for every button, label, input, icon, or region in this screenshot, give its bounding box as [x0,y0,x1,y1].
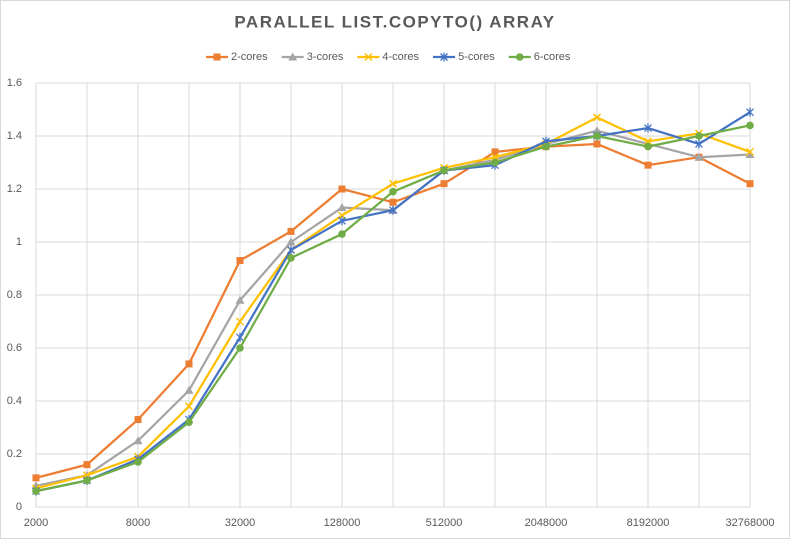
marker [440,180,448,188]
marker [83,476,91,485]
legend-label: 2-cores [231,51,268,63]
marker [593,132,601,140]
marker [389,187,397,196]
marker [364,52,373,62]
marker [592,113,602,122]
marker [184,385,194,394]
x-tick-label: 512000 [426,517,463,529]
legend-item: 2-cores [206,51,268,63]
y-tick-label: 1.4 [7,130,22,142]
marker [542,142,550,151]
marker [695,139,703,149]
marker [388,179,398,188]
marker [337,203,347,212]
marker [286,237,296,246]
legend-item: 3-cores [281,51,344,63]
marker [592,126,602,135]
marker [185,360,193,368]
legend-item: 5-cores [433,51,495,63]
x-tick-label: 8000 [126,517,150,529]
marker [746,121,754,130]
x-tick-label: 2000 [24,517,48,529]
y-tick-label: 0 [16,501,22,513]
marker [83,461,91,469]
marker [746,107,754,117]
marker [644,123,652,133]
marker [235,295,245,304]
chart-title: PARALLEL LIST.COPYTO() ARRAY [234,12,555,31]
x-tick-label: 2048000 [525,517,568,529]
legend-label: 6-cores [534,51,571,63]
marker [32,487,40,495]
marker [236,344,244,352]
marker [389,205,397,215]
marker [440,52,449,62]
legend-item: 6-cores [508,51,571,63]
marker [235,317,245,326]
marker [133,436,143,445]
marker [213,53,221,61]
marker [32,474,40,482]
marker [287,254,295,262]
marker [184,402,194,411]
y-tick-label: 0.4 [7,395,22,407]
x-tick-label: 8192000 [627,517,670,529]
y-tick-label: 1.2 [7,183,22,195]
marker [236,332,244,342]
marker [338,230,346,238]
y-tick-label: 0.6 [7,342,22,354]
marker [695,132,703,140]
marker [745,147,755,156]
x-tick-label: 32768000 [726,517,775,529]
marker [644,142,652,151]
marker [746,180,754,188]
marker [515,53,524,61]
marker [694,152,704,161]
x-tick-label: 128000 [324,517,361,529]
marker [745,150,755,159]
y-tick-label: 1 [16,236,22,248]
marker [288,52,298,61]
marker [644,161,652,169]
y-tick-label: 0.8 [7,289,22,301]
marker [338,216,346,226]
legend-label: 5-cores [458,51,495,63]
y-tick-label: 0.2 [7,448,22,460]
legend-label: 4-cores [382,51,419,63]
marker [134,458,142,466]
marker [389,198,397,206]
marker [236,257,244,265]
marker [491,158,499,167]
y-tick-label: 1.6 [7,77,22,89]
marker [491,148,499,156]
x-tick-label: 32000 [225,517,256,529]
marker [593,140,601,148]
marker [287,227,295,235]
legend-item: 4-cores [357,51,420,63]
marker [287,245,295,255]
marker [134,416,142,424]
marker [440,166,448,175]
marker [185,418,193,427]
legend-label: 3-cores [307,51,344,63]
marker [338,185,346,193]
